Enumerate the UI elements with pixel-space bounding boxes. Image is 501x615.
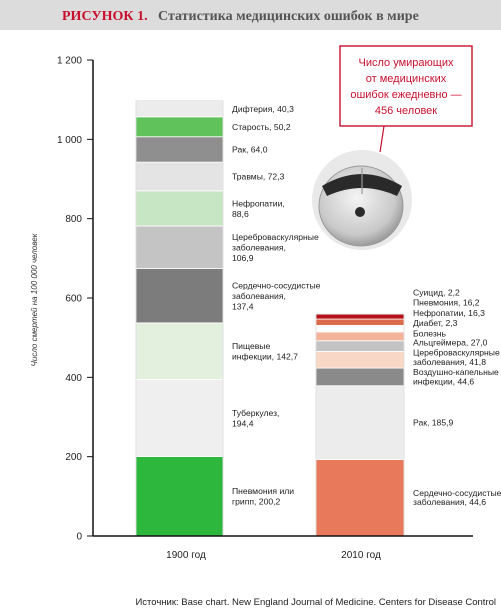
callout-line: 456 человек <box>375 105 437 117</box>
y-tick-label: 400 <box>65 373 82 384</box>
bar-segment-label: Сердечно-сосудистые заболевания, 44,6 <box>413 488 501 507</box>
bar-segment-label: Нефропатии, 88,6 <box>232 198 285 219</box>
bar-segment <box>135 267 224 324</box>
bar-segment <box>315 340 405 352</box>
y-tick-label: 600 <box>65 294 82 305</box>
bar-segment <box>315 331 405 342</box>
y-tick-label: 1 000 <box>57 135 82 146</box>
bar-segment-label: Пищевые инфекции, 142,7 <box>232 341 298 362</box>
bar-segment-label: Рак, 185,9 <box>413 417 453 427</box>
bar-segment <box>135 116 224 138</box>
header-band <box>0 0 501 30</box>
bar-segment-label: Диабет, 2,3 <box>413 318 458 328</box>
callout-text: Число умирающих от медицинских ошибок ежед… <box>350 57 461 117</box>
bar-segment-label: Цереброваскулярные заболевания, 106,9 <box>232 232 319 263</box>
bar-segment <box>315 385 405 460</box>
bar-segment <box>135 456 224 537</box>
bar-segment-label: Пневмония, 16,2 <box>413 298 480 308</box>
bar-segment <box>135 161 224 192</box>
bar-segment <box>315 459 405 537</box>
x-category-1900: 1900 год <box>166 550 206 561</box>
y-axis-label: Число смертей на 100 000 человек <box>30 232 39 366</box>
bar-segment <box>135 190 224 227</box>
bar-segment-label: Пневмония или грипп, 200,2 <box>232 486 294 507</box>
segment-labels: Пневмония или грипп, 200,2 Туберкулез, 194,… <box>232 104 501 507</box>
bar-segment-label: Рак, 64,0 <box>232 145 268 155</box>
bars <box>135 100 405 537</box>
bar-segment-label: Травмы, 72,3 <box>232 172 285 182</box>
y-tick-label: 800 <box>65 214 82 225</box>
bar-segment-label: Сердечно-сосудистые заболевания, 137,4 <box>232 280 321 311</box>
callout-box <box>339 45 473 127</box>
y-tick-label: 200 <box>65 452 82 463</box>
bar-segment <box>315 367 405 387</box>
figure-number: РИСУНОК 1. <box>62 9 148 24</box>
bar-segment <box>135 100 224 118</box>
bar-segment-label: Болезнь Альцгеймера, 27,0 <box>413 328 488 347</box>
bar-segment <box>315 313 405 320</box>
x-category-2010: 2010 год <box>341 550 381 561</box>
airplane-nose-illustration <box>312 150 412 250</box>
source-note: Источник: Base chart. New England Journa… <box>135 597 496 608</box>
callout-line: ошибок ежедневно — <box>350 89 461 101</box>
bar-segment-label: Туберкулез, 194,4 <box>232 408 279 429</box>
bar-segment-label: Суицид, 2,2 <box>413 287 460 297</box>
bar-segment-label: Воздушно-капельные инфекции, 44,6 <box>413 367 499 386</box>
bar-segment <box>135 322 224 380</box>
y-tick-label: 0 <box>76 532 82 543</box>
bar-segment-label: Дифтерия, 40,3 <box>232 104 294 114</box>
bar-segment <box>135 379 224 457</box>
bar-segment-label: Цереброваскулярные заболевания, 41,8 <box>413 348 500 367</box>
bar-segment <box>315 325 405 333</box>
callout-pointer <box>379 125 385 153</box>
bar-segment <box>135 136 224 163</box>
callout-line: от медицинских <box>366 73 447 85</box>
bar-segment-label: Старость, 50,2 <box>232 122 291 132</box>
callout-line: Число умирающих <box>359 57 454 69</box>
figure-title: Статистика медицинских ошибок в мире <box>158 9 419 24</box>
bar-segment <box>315 351 405 369</box>
bar-segment <box>135 225 224 269</box>
bar-segment <box>315 318 405 326</box>
header-text: РИСУНОК 1. Статистика медицинских ошибок… <box>62 7 419 24</box>
y-axis-ticks: 0 200 400 600 800 1 000 1 200 <box>57 56 93 543</box>
y-tick-label: 1 200 <box>57 56 82 67</box>
bar-segment-label: Нефропатии, 16,3 <box>413 308 485 318</box>
